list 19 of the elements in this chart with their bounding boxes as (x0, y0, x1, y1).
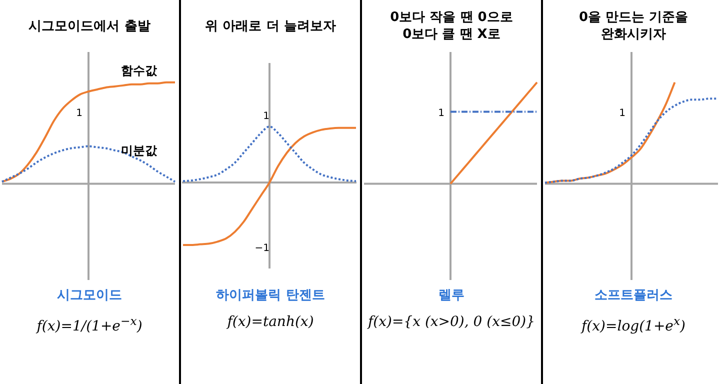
text: 소프트플러스 (594, 287, 674, 304)
annotation: 1 (619, 108, 626, 120)
text: 렐루 (438, 287, 466, 304)
chart-title: 시그모이드에서 출발 (28, 18, 152, 36)
series-label: 함수값 (121, 64, 158, 78)
series-label: 미분값 (121, 144, 158, 158)
text: 시그모이드 (56, 287, 123, 304)
chart-title: 0보다 작을 땐 0으로 0보다 클 땐 X로 (389, 9, 514, 44)
line-series (182, 126, 357, 182)
text: 하이퍼볼릭 탄젠트 (215, 287, 326, 304)
annotation: 1 (76, 108, 82, 120)
text: f(x)=1/(1+e$^{−x}$) (35, 314, 144, 335)
text: f(x)={x (x>0), 0 (x≤0)} (366, 314, 536, 330)
y-tick-label: −1 (254, 242, 270, 254)
text: f(x)=log(1+e$^{x}$) (580, 314, 687, 335)
text: f(x)=tanh(x) (226, 314, 315, 330)
annotation: 1 (438, 108, 444, 120)
chart-title: 위 아래로 더 늘려보자 (204, 18, 337, 36)
chart-title: 0을 만드는 기준을 완화시키자 (578, 9, 690, 44)
